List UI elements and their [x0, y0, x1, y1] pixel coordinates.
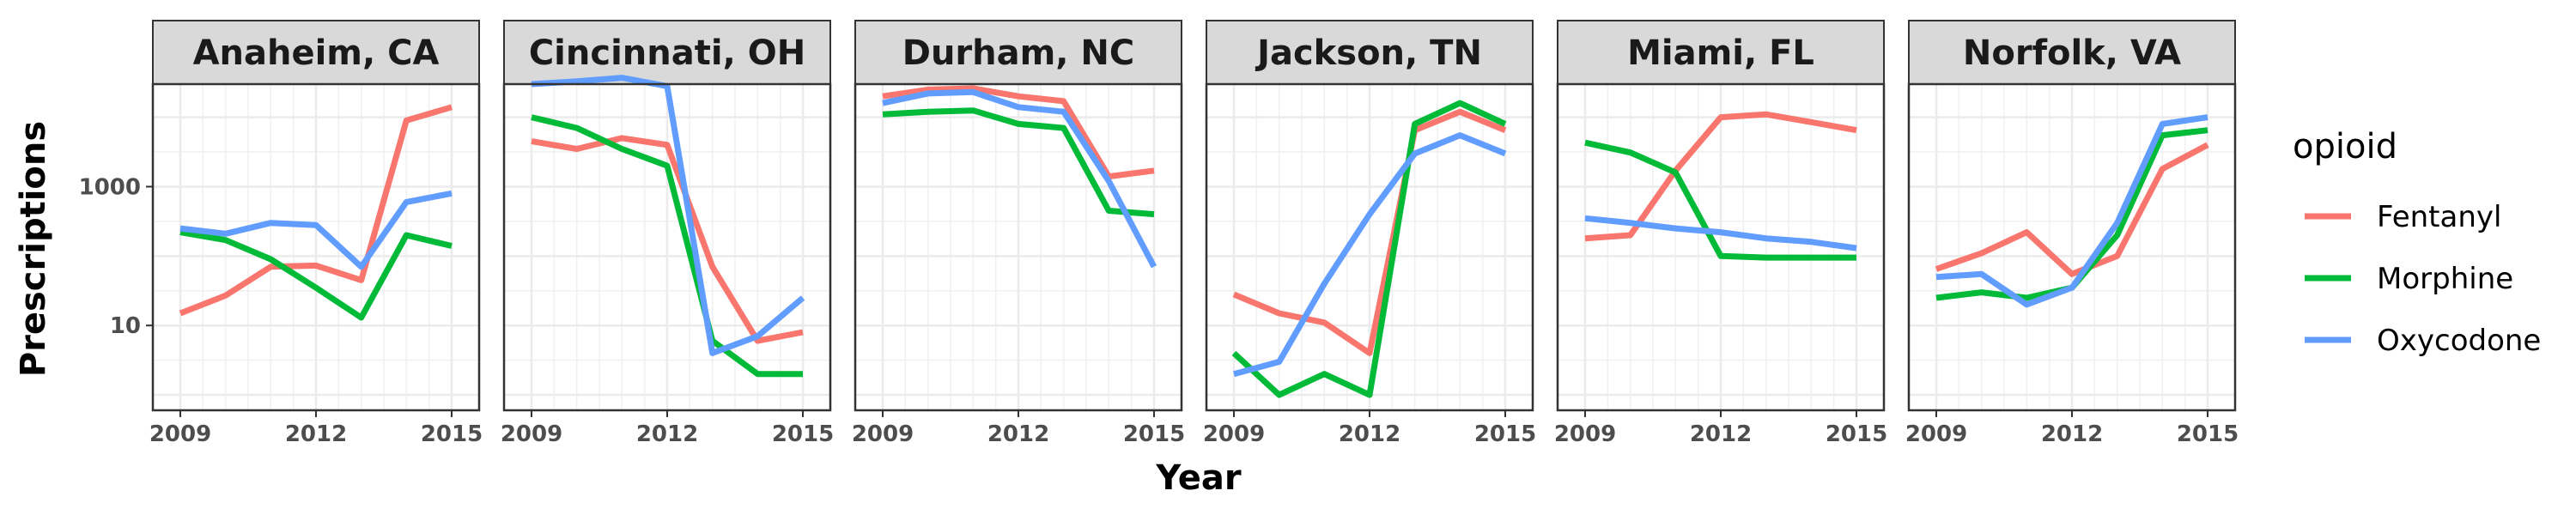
- facet-title: Cincinnati, OH: [529, 33, 805, 73]
- legend-item: Oxycodone: [2305, 324, 2541, 358]
- legend-label: Fentanyl: [2377, 200, 2501, 234]
- series-line-oxycodone: [531, 75, 805, 356]
- series-line-oxycodone: [1233, 132, 1507, 378]
- facet-panel: Durham, NC 2009 2012 2015: [852, 20, 1185, 447]
- facet-strip: [503, 20, 831, 85]
- series-line-morphine: [179, 229, 453, 321]
- x-tick-label: 2012: [285, 421, 347, 447]
- series-line-fentanyl: [179, 104, 453, 317]
- legend-item: Morphine: [2305, 262, 2513, 296]
- series-line-morphine: [882, 107, 1155, 218]
- x-tick-label: 2012: [987, 421, 1049, 447]
- x-tick-label: 2009: [1905, 421, 1967, 447]
- facet-title: Durham, NC: [902, 33, 1135, 73]
- x-tick-label: 2012: [1339, 421, 1400, 447]
- facets-layer: Anaheim, CA 2009 2012 2015 10 1000 Cincinnati,…: [79, 20, 2239, 447]
- facet-strip: [854, 20, 1182, 85]
- x-tick-label: 2015: [421, 421, 483, 447]
- x-tick-label: 2009: [501, 421, 562, 447]
- series-line-oxycodone: [1935, 114, 2208, 308]
- x-tick-label: 2012: [636, 421, 698, 447]
- series-line-fentanyl: [1232, 108, 1507, 356]
- legend-title: opioid: [2293, 127, 2397, 167]
- series-line-oxycodone: [882, 88, 1157, 269]
- series-line-oxycodone: [1584, 215, 1857, 251]
- legend-label: Oxycodone: [2377, 324, 2541, 358]
- facet-title: Miami, FL: [1627, 33, 1814, 73]
- x-tick-label: 2012: [1690, 421, 1752, 447]
- series-line-fentanyl: [1584, 111, 1857, 242]
- legend-item: Fentanyl: [2305, 200, 2501, 234]
- x-tick-label: 2012: [2041, 421, 2103, 447]
- y-tick-label: 10: [110, 313, 141, 339]
- y-tick-label: 1000: [79, 174, 141, 200]
- x-tick-label: 2009: [1554, 421, 1616, 447]
- x-tick-label: 2009: [149, 421, 211, 447]
- x-tick-label: 2015: [1123, 421, 1185, 447]
- x-tick-label: 2015: [1474, 421, 1536, 447]
- series-line-morphine: [531, 114, 803, 378]
- series-line-oxycodone: [179, 190, 453, 270]
- facet-strip: [1557, 20, 1885, 85]
- y-axis-title: Prescriptions: [14, 121, 53, 377]
- legend: opioid Fentanyl Morphine Oxycodone: [2293, 127, 2541, 358]
- facet-title: Norfolk, VA: [1963, 33, 2181, 73]
- facet-title: Anaheim, CA: [193, 33, 440, 73]
- x-tick-label: 2015: [2177, 421, 2239, 447]
- facet-panel: Anaheim, CA 2009 2012 2015 10 1000: [79, 20, 483, 447]
- x-tick-label: 2015: [1826, 421, 1887, 447]
- facet-strip: [152, 20, 480, 85]
- legend-label: Morphine: [2377, 262, 2513, 296]
- series-line-morphine: [1584, 139, 1856, 261]
- facet-panel: Jackson, TN 2009 2012 2015: [1203, 20, 1536, 447]
- series-line-fentanyl: [531, 135, 804, 344]
- x-axis-title: Year: [1155, 458, 1241, 498]
- x-tick-label: 2009: [1203, 421, 1265, 447]
- facet-panel: Miami, FL 2009 2012 2015: [1554, 20, 1887, 447]
- facet-panel: Cincinnati, OH 2009 2012 2015: [501, 20, 834, 447]
- series-line-fentanyl: [1935, 142, 2209, 277]
- facet-strip: [1206, 20, 1534, 85]
- facet-strip: [1908, 20, 2236, 85]
- facet-panel: Norfolk, VA 2009 2012 2015: [1905, 20, 2239, 447]
- facet-title: Jackson, TN: [1255, 33, 1482, 73]
- x-tick-label: 2015: [772, 421, 834, 447]
- series-line-morphine: [1231, 100, 1507, 398]
- x-tick-label: 2009: [852, 421, 914, 447]
